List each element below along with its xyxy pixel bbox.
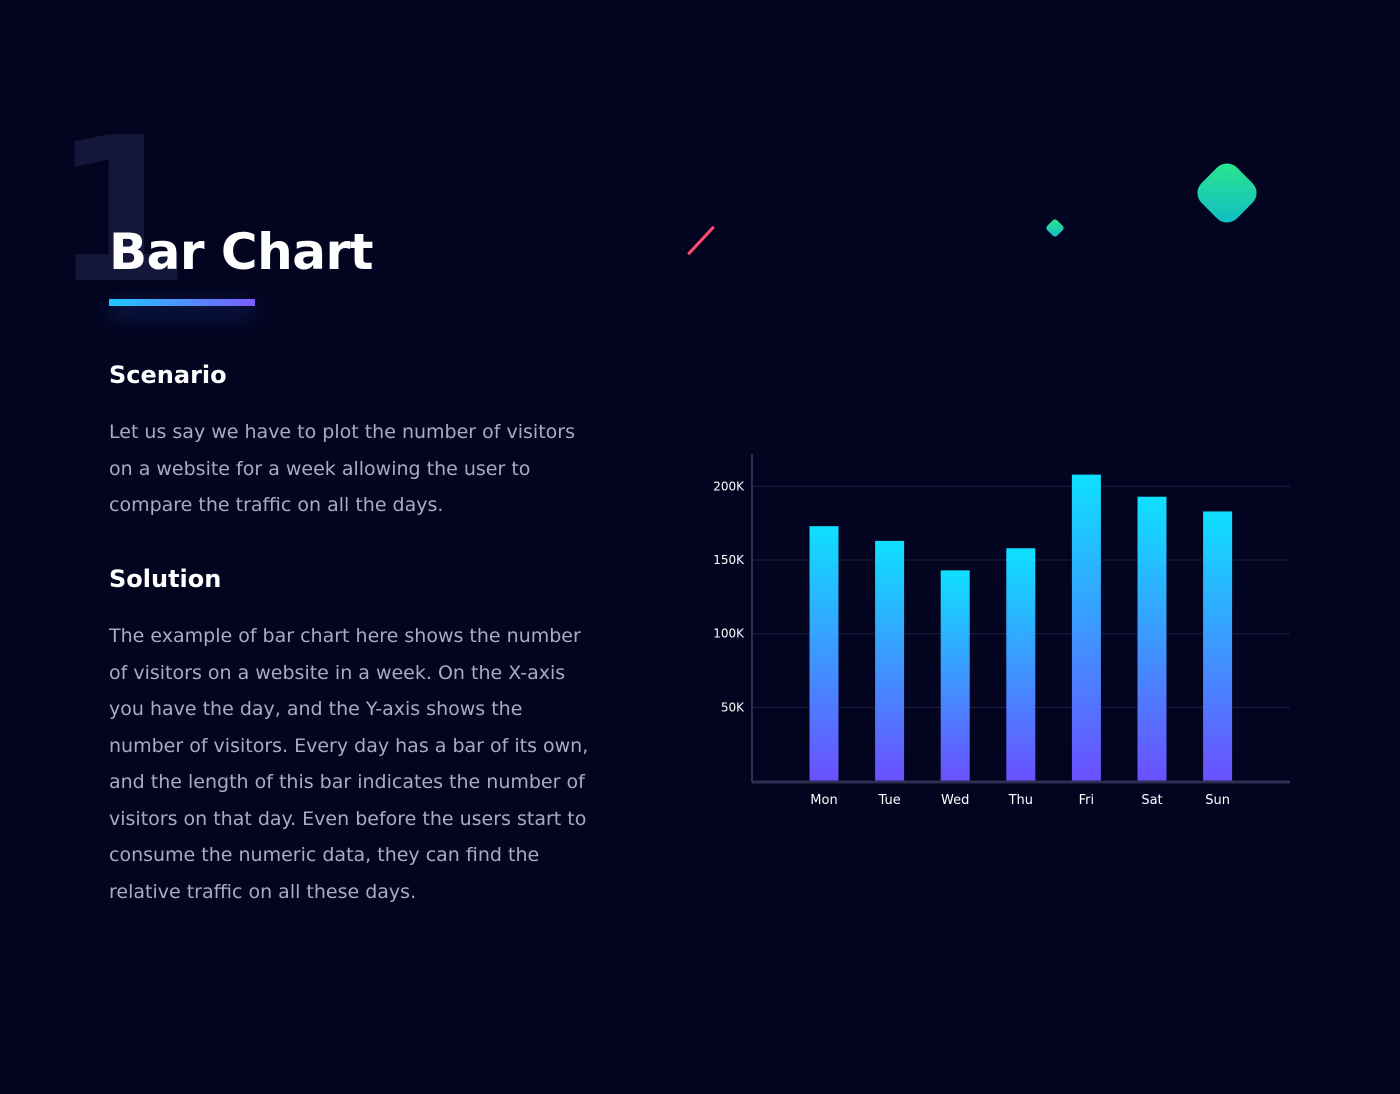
x-tick-label: Tue [877, 793, 900, 808]
bar-tue [875, 540, 905, 781]
y-tick-label: 100K [713, 627, 745, 641]
scenario-line: compare the traffic on all the days. [109, 494, 444, 516]
slide-number: 1 [52, 95, 191, 328]
solution-line: consume the numeric data, they can find … [109, 844, 540, 866]
bar-chart: 50K 100K 150K 200K Mon Tue Wed Thu Fri Sat Sun [713, 454, 1290, 808]
solution-text: The example of bar chart here shows the … [109, 618, 589, 910]
page-title: Bar Chart [109, 223, 374, 281]
x-tick-label: Wed [941, 793, 969, 808]
bar-mon [809, 526, 839, 781]
solution-line: visitors on that day. Even before the us… [109, 807, 587, 830]
solution-line: of visitors on a website in a week. On t… [109, 661, 566, 684]
bar-thu [1006, 548, 1036, 781]
bars [809, 474, 1233, 781]
y-tick-label: 50K [721, 700, 745, 714]
x-tick-label: Sat [1141, 793, 1162, 808]
title-underline [109, 299, 255, 306]
solution-line: The example of bar chart here shows the … [109, 625, 581, 647]
x-tick-label: Sun [1205, 793, 1230, 808]
y-tick-label: 150K [713, 553, 745, 567]
scenario-line: Let us say we have to plot the number of… [109, 421, 575, 443]
solution-heading: Solution [109, 565, 222, 593]
scenario-line: on a website for a week allowing the use… [109, 457, 531, 480]
x-tick-label: Thu [1008, 793, 1033, 808]
x-tick-label: Fri [1079, 793, 1095, 808]
x-axis-tick-labels: Mon Tue Wed Thu Fri Sat Sun [810, 793, 1230, 808]
bar-sun [1203, 511, 1233, 781]
bar-sat [1137, 496, 1167, 781]
slash-line-decoration [686, 225, 716, 256]
x-tick-label: Mon [810, 793, 837, 808]
bar-fri [1071, 474, 1101, 781]
solution-line: number of visitors. Every day has a bar … [109, 734, 589, 757]
solution-line: relative traffic on all these days. [109, 880, 417, 903]
small-diamond-decoration [1045, 218, 1065, 238]
solution-line: and the length of this bar indicates the… [109, 771, 585, 793]
y-axis-tick-labels: 50K 100K 150K 200K [713, 479, 745, 714]
solution-line: you have the day, and the Y-axis shows t… [109, 698, 523, 720]
y-tick-label: 200K [713, 479, 745, 493]
scenario-heading: Scenario [109, 361, 227, 389]
bar-wed [940, 570, 970, 781]
scenario-text: Let us say we have to plot the number of… [109, 414, 589, 524]
axes [751, 454, 1290, 784]
big-diamond-decoration [1191, 157, 1263, 229]
